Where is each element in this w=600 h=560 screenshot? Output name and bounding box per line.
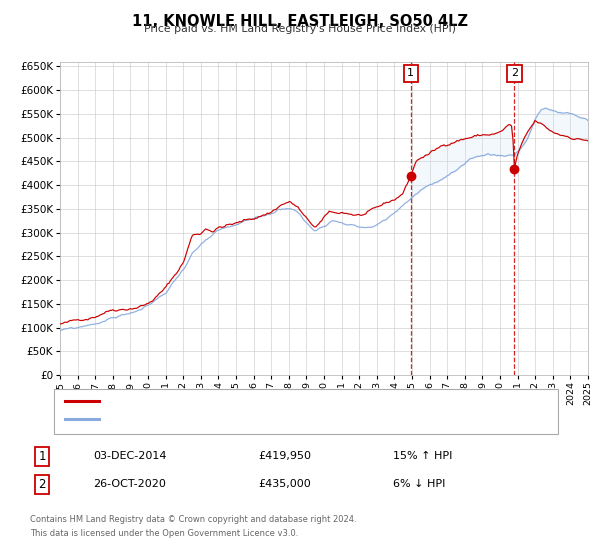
- Text: 15% ↑ HPI: 15% ↑ HPI: [393, 451, 452, 461]
- Text: 26-OCT-2020: 26-OCT-2020: [93, 479, 166, 489]
- Text: 2: 2: [38, 478, 46, 491]
- Text: HPI: Average price, detached house, Eastleigh: HPI: Average price, detached house, East…: [105, 414, 335, 424]
- Text: Contains HM Land Registry data © Crown copyright and database right 2024.: Contains HM Land Registry data © Crown c…: [30, 515, 356, 524]
- Point: [406, 171, 415, 180]
- Text: 1: 1: [407, 68, 414, 78]
- Text: 1: 1: [38, 450, 46, 463]
- Text: £419,950: £419,950: [258, 451, 311, 461]
- Text: 11, KNOWLE HILL, EASTLEIGH, SO50 4LZ (detached house): 11, KNOWLE HILL, EASTLEIGH, SO50 4LZ (de…: [105, 396, 399, 406]
- Text: 11, KNOWLE HILL, EASTLEIGH, SO50 4LZ: 11, KNOWLE HILL, EASTLEIGH, SO50 4LZ: [132, 14, 468, 29]
- Text: This data is licensed under the Open Government Licence v3.0.: This data is licensed under the Open Gov…: [30, 529, 298, 538]
- Text: £435,000: £435,000: [258, 479, 311, 489]
- Text: 6% ↓ HPI: 6% ↓ HPI: [393, 479, 445, 489]
- Text: 03-DEC-2014: 03-DEC-2014: [93, 451, 167, 461]
- Text: Price paid vs. HM Land Registry's House Price Index (HPI): Price paid vs. HM Land Registry's House …: [144, 24, 456, 34]
- Text: 2: 2: [511, 68, 518, 78]
- Point: [509, 164, 519, 173]
